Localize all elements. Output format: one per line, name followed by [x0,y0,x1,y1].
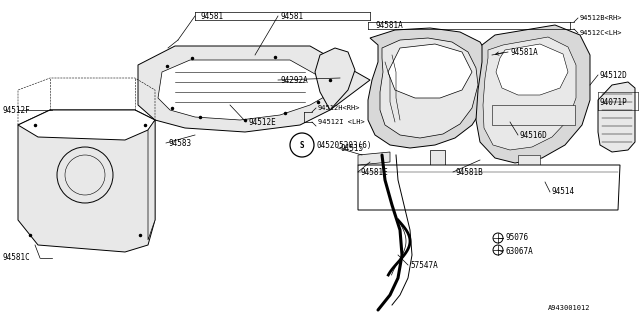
Polygon shape [158,60,340,120]
Polygon shape [496,44,568,95]
Text: 94292A: 94292A [280,76,308,84]
Text: 94516D: 94516D [520,131,548,140]
Text: 94581: 94581 [200,12,223,20]
Text: 94515: 94515 [340,143,363,153]
Text: 94514: 94514 [552,188,575,196]
Text: 94512B<RH>: 94512B<RH> [580,15,623,21]
Text: S: S [300,140,304,149]
Text: 94512H<RH>: 94512H<RH> [318,105,360,111]
Polygon shape [18,110,155,252]
Text: 94581C: 94581C [2,253,29,262]
Text: 94583: 94583 [168,139,191,148]
Text: 94512D: 94512D [600,70,628,79]
Text: 045205203(6): 045205203(6) [316,140,371,149]
Text: 94581A: 94581A [375,20,403,29]
Polygon shape [492,105,575,125]
Polygon shape [148,120,155,240]
Polygon shape [138,46,370,132]
Text: 94581: 94581 [280,12,303,20]
Polygon shape [358,152,390,165]
Text: 94512F: 94512F [2,106,29,115]
Text: 94512I <LH>: 94512I <LH> [318,119,365,125]
Text: 94512E: 94512E [248,117,276,126]
Text: 57547A: 57547A [410,260,438,269]
Text: 94581E: 94581E [360,167,388,177]
Text: A943001012: A943001012 [548,305,591,311]
Polygon shape [18,110,155,140]
Polygon shape [483,37,576,150]
Polygon shape [380,38,478,138]
Text: 63067A: 63067A [505,247,532,257]
Text: 94512C<LH>: 94512C<LH> [580,30,623,36]
Polygon shape [518,155,540,168]
Polygon shape [315,48,355,110]
Polygon shape [388,44,472,98]
Polygon shape [368,28,492,148]
Polygon shape [476,25,590,163]
Text: 94071P: 94071P [600,98,628,107]
Polygon shape [430,150,445,165]
Text: 95076: 95076 [505,234,528,243]
Text: 94581A: 94581A [510,47,538,57]
Polygon shape [358,165,620,210]
Text: 94581B: 94581B [455,167,483,177]
Polygon shape [598,82,635,152]
